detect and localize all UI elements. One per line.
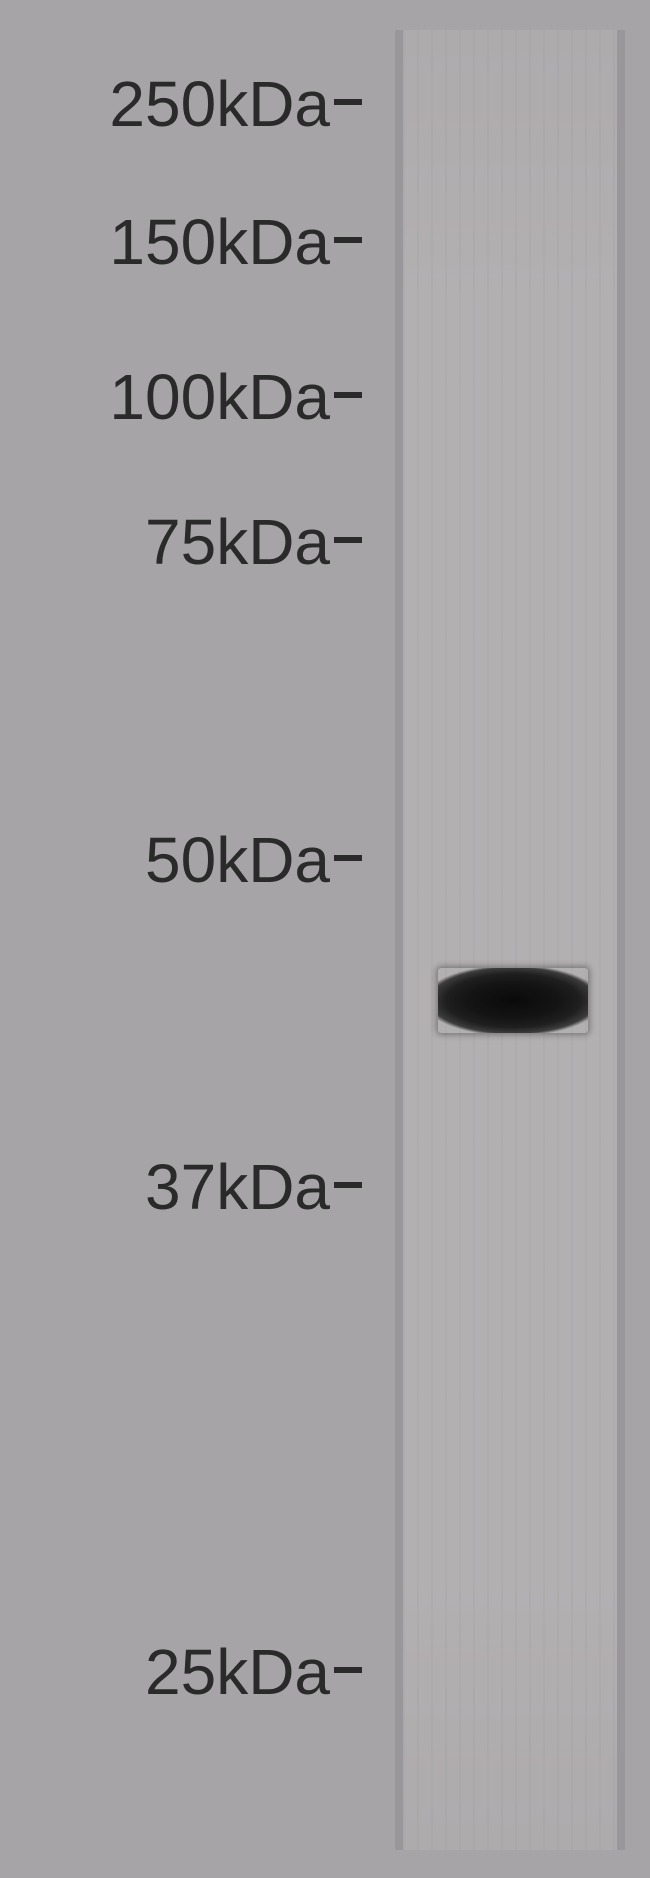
mw-marker-tick [334,99,362,105]
mw-marker-label: 75kDa [145,505,330,579]
mw-marker-label: 25kDa [145,1635,330,1709]
mw-marker-label: 100kDa [109,360,330,434]
western-blot-figure: 250kDa 150kDa 100kDa 75kDa 50kDa 37kDa 25kDa [0,0,650,1878]
mw-marker-label: 50kDa [145,823,330,897]
gel-lane-texture [403,30,617,1850]
gel-lane-right-border [617,30,625,1850]
mw-marker-tick [334,855,362,861]
mw-marker-tick [334,392,362,398]
protein-band [438,968,588,1033]
mw-marker-tick [334,1182,362,1188]
mw-marker-tick [334,1667,362,1673]
mw-marker-label: 150kDa [109,205,330,279]
mw-marker-tick [334,537,362,543]
gel-lane-left-border [395,30,403,1850]
mw-marker-tick [334,237,362,243]
mw-marker-label: 37kDa [145,1150,330,1224]
mw-marker-label: 250kDa [109,67,330,141]
